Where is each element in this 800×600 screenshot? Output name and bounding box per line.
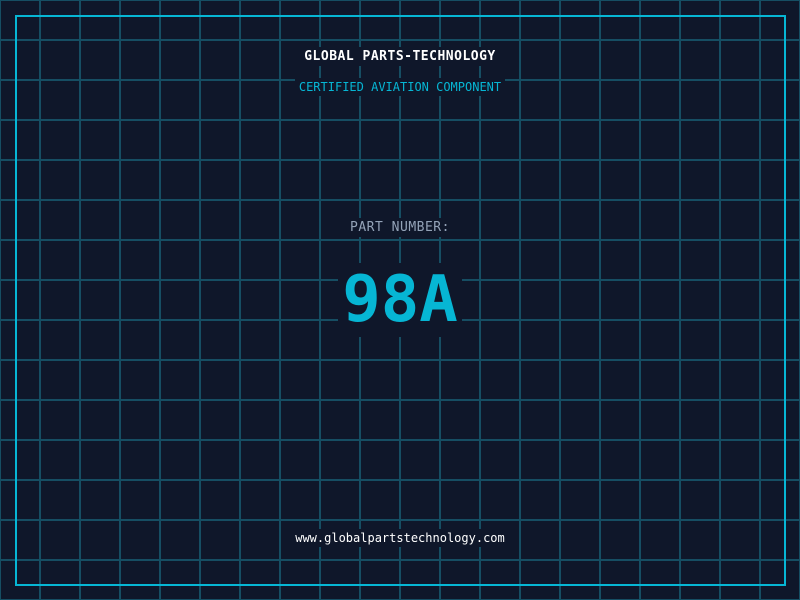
part-number: 98A [0,262,800,338]
company-title-text: GLOBAL PARTS-TECHNOLOGY [300,47,500,66]
part-number-label: PART NUMBER: [0,218,800,237]
website-link[interactable]: www.globalpartstechnology.com [291,529,509,547]
subtitle: CERTIFIED AVIATION COMPONENT [0,78,800,96]
border-frame [15,15,786,586]
company-title: GLOBAL PARTS-TECHNOLOGY [0,47,800,66]
subtitle-text: CERTIFIED AVIATION COMPONENT [294,78,506,96]
part-number-label-text: PART NUMBER: [346,218,454,237]
website-url: www.globalpartstechnology.com [0,529,800,547]
part-number-value: 98A [338,263,462,337]
